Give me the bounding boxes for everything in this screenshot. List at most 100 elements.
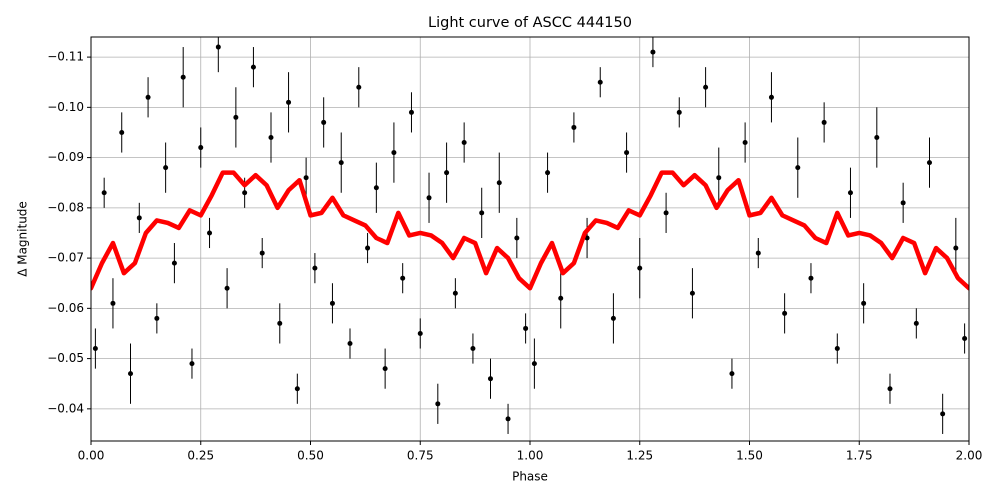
y-tick-label: −0.10	[47, 100, 84, 114]
y-tick-label: −0.11	[47, 50, 84, 64]
data-point	[637, 265, 643, 271]
data-point	[755, 250, 761, 256]
data-point	[821, 119, 827, 125]
data-point	[119, 129, 125, 135]
x-axis-label: Phase	[512, 470, 548, 484]
y-tick-label: −0.07	[47, 251, 84, 265]
y-tick-label: −0.08	[47, 200, 84, 214]
data-point	[496, 180, 502, 186]
x-tick-label: 2.00	[956, 449, 983, 463]
data-point	[408, 109, 414, 115]
data-point	[768, 94, 774, 100]
data-point	[338, 160, 344, 166]
data-point	[470, 346, 476, 352]
data-point	[650, 49, 656, 55]
data-point	[571, 124, 577, 130]
chart-title: Light curve of ASCC 444150	[428, 15, 632, 31]
data-point	[487, 376, 493, 382]
line-series	[91, 170, 969, 291]
data-point	[597, 79, 603, 85]
data-point	[207, 230, 213, 236]
data-point	[365, 245, 371, 251]
data-point	[514, 235, 520, 241]
data-point	[874, 134, 880, 140]
x-tick-label: 1.50	[736, 449, 763, 463]
data-point	[676, 109, 682, 115]
data-point	[321, 119, 327, 125]
data-point	[545, 170, 551, 176]
y-tick-label: −0.06	[47, 301, 84, 315]
data-point	[435, 401, 441, 407]
data-point	[834, 346, 840, 352]
data-point	[286, 99, 292, 105]
data-point	[303, 175, 309, 181]
x-tick-label: 0.50	[297, 449, 324, 463]
data-point	[171, 260, 177, 266]
data-point	[663, 210, 669, 216]
y-axis-label: Δ Magnitude	[16, 201, 30, 277]
data-point	[417, 330, 423, 336]
data-point	[400, 275, 406, 281]
data-point	[110, 300, 116, 306]
data-point	[312, 265, 318, 271]
data-point	[329, 300, 335, 306]
axes-frame	[90, 36, 970, 442]
data-point	[795, 165, 801, 171]
data-point	[729, 371, 735, 377]
data-point	[145, 94, 151, 100]
data-point	[180, 74, 186, 80]
data-point	[452, 290, 458, 296]
data-point	[523, 325, 529, 331]
data-point	[847, 190, 853, 196]
data-point	[356, 84, 362, 90]
data-point	[277, 320, 283, 326]
data-point	[558, 295, 564, 301]
data-point	[382, 366, 388, 372]
x-tick-label: 0.00	[78, 449, 105, 463]
data-point	[215, 44, 221, 50]
x-tick-label: 1.75	[846, 449, 873, 463]
data-point	[610, 315, 616, 321]
data-point	[444, 170, 450, 176]
data-point	[250, 64, 256, 70]
data-point	[861, 300, 867, 306]
x-tick-label: 1.25	[626, 449, 653, 463]
y-tick-label: −0.04	[47, 401, 84, 415]
data-point	[953, 245, 959, 251]
data-point	[391, 150, 397, 156]
data-point	[189, 361, 195, 367]
data-point	[962, 335, 968, 341]
data-point	[716, 175, 722, 181]
data-point	[461, 140, 467, 146]
data-point	[940, 411, 946, 417]
data-point	[742, 140, 748, 146]
data-point	[624, 150, 630, 156]
data-point	[373, 185, 379, 191]
data-point	[92, 346, 98, 352]
data-point	[782, 310, 788, 316]
x-tick-label: 0.25	[187, 449, 214, 463]
x-tick-label: 0.75	[407, 449, 434, 463]
data-point	[900, 200, 906, 206]
data-point	[224, 285, 230, 291]
data-point	[242, 190, 248, 196]
x-tick-label: 1.00	[517, 449, 544, 463]
data-point	[128, 371, 134, 377]
data-point	[233, 114, 239, 120]
data-point	[479, 210, 485, 216]
y-tick-label: −0.05	[47, 351, 84, 365]
y-tick-label: −0.09	[47, 150, 84, 164]
data-point	[531, 361, 537, 367]
plot-area	[91, 37, 969, 441]
data-point	[913, 320, 919, 326]
data-point	[101, 190, 107, 196]
data-point	[926, 160, 932, 166]
data-point	[259, 250, 265, 256]
data-point	[294, 386, 300, 392]
data-point	[887, 386, 893, 392]
data-point	[163, 165, 169, 171]
data-point	[136, 215, 142, 221]
data-point	[426, 195, 432, 201]
